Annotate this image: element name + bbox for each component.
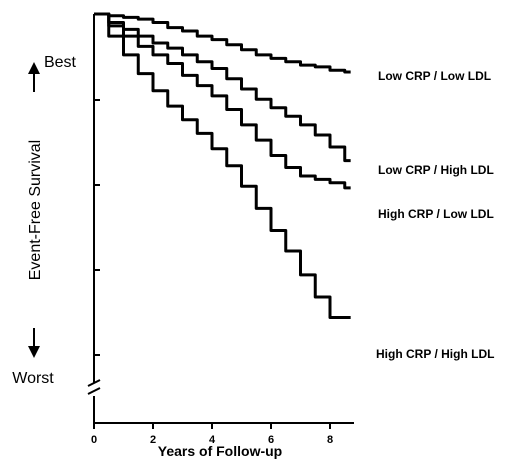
axis-break-mark	[87, 379, 101, 395]
x-tick-label: 4	[209, 434, 216, 446]
x-ticks: 0 2 4 6 8	[91, 423, 333, 446]
series-line	[94, 12, 351, 190]
x-tick-label: 6	[268, 434, 274, 446]
series-label: High CRP / Low LDL	[378, 207, 494, 221]
series-labels: Low CRP / Low LDL Low CRP / High LDL High …	[376, 69, 494, 361]
series-label: Low CRP / High LDL	[378, 163, 494, 177]
y-top-label: Best	[44, 54, 77, 71]
series-label: Low CRP / Low LDL	[378, 69, 491, 83]
x-tick-label: 8	[327, 434, 333, 446]
y-bottom-label: Worst	[12, 370, 54, 387]
arrow-down-icon	[28, 328, 40, 358]
series-line	[94, 12, 351, 319]
arrow-up-icon	[28, 62, 40, 92]
series-lines	[94, 12, 351, 319]
series-label: High CRP / High LDL	[376, 347, 494, 361]
x-tick-label: 2	[150, 434, 156, 446]
series-line	[94, 12, 351, 74]
x-axis-title: Years of Follow-up	[158, 443, 282, 459]
y-axis-title: Event-Free Survival	[27, 140, 44, 281]
x-tick-label: 0	[91, 434, 97, 446]
